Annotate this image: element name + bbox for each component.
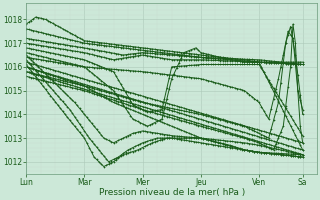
- X-axis label: Pression niveau de la mer( hPa ): Pression niveau de la mer( hPa ): [99, 188, 245, 197]
